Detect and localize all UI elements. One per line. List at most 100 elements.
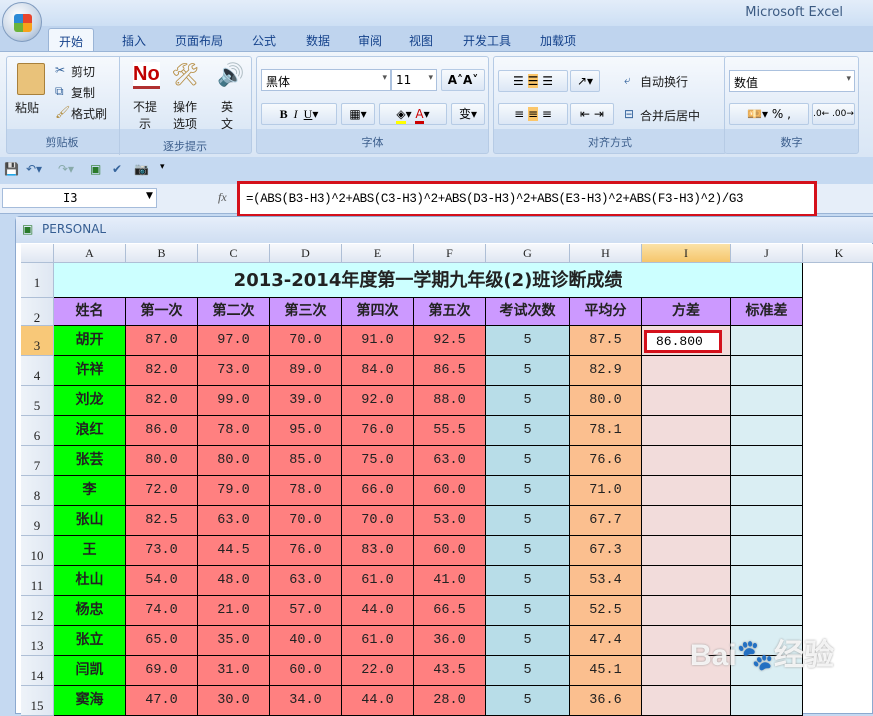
save-icon[interactable]: 💾 (4, 162, 19, 176)
name-box-dropdown-icon[interactable]: ▼ (146, 191, 153, 201)
table-cell[interactable]: 91.0 (342, 326, 414, 356)
table-cell[interactable]: 5 (486, 356, 570, 386)
student-name-cell[interactable]: 窦海 (54, 686, 126, 716)
row-header-14[interactable]: 14 (21, 656, 54, 686)
column-title-cell[interactable]: 方差 (642, 298, 731, 326)
table-cell[interactable]: 41.0 (414, 566, 486, 596)
table-cell[interactable]: 71.0 (570, 476, 642, 506)
student-name-cell[interactable]: 张芸 (54, 446, 126, 476)
table-cell[interactable]: 5 (486, 386, 570, 416)
table-cell[interactable]: 86.0 (126, 416, 198, 446)
column-title-cell[interactable]: 标准差 (731, 298, 803, 326)
table-cell[interactable]: 82.5 (126, 506, 198, 536)
horizontal-align-buttons[interactable]: ≡ ≡ ≡ (498, 103, 568, 125)
student-name-cell[interactable]: 王 (54, 536, 126, 566)
table-cell[interactable]: 44.5 (198, 536, 270, 566)
table-cell[interactable]: 87.5 (570, 326, 642, 356)
column-header-G[interactable]: G (486, 244, 570, 263)
comma-button[interactable]: , (787, 107, 791, 121)
table-cell[interactable]: 5 (486, 416, 570, 446)
undo-icon[interactable]: ↶▾ (26, 162, 43, 176)
student-name-cell[interactable]: 张立 (54, 626, 126, 656)
tab-2[interactable]: 页面布局 (175, 34, 224, 48)
table-cell[interactable]: 34.0 (270, 686, 342, 716)
student-name-cell[interactable]: 胡开 (54, 326, 126, 356)
table-cell[interactable]: 69.0 (126, 656, 198, 686)
table-cell[interactable]: 44.0 (342, 686, 414, 716)
student-name-cell[interactable]: 许祥 (54, 356, 126, 386)
table-cell[interactable]: 60.0 (270, 656, 342, 686)
row-header-8[interactable]: 8 (21, 476, 54, 506)
table-cell[interactable]: 5 (486, 446, 570, 476)
table-cell[interactable] (731, 386, 803, 416)
table-cell[interactable] (642, 566, 731, 596)
row-header-3[interactable]: 3 (21, 326, 54, 356)
table-cell[interactable] (731, 446, 803, 476)
table-cell[interactable]: 5 (486, 476, 570, 506)
office-button[interactable] (2, 2, 42, 42)
no-tip-button[interactable]: 不提 示 (133, 100, 158, 131)
spellcheck-icon[interactable]: ✔ (112, 162, 123, 176)
student-name-cell[interactable]: 李 (54, 476, 126, 506)
table-cell[interactable] (642, 596, 731, 626)
tab-0[interactable]: 开始 (48, 28, 95, 52)
table-cell[interactable] (731, 626, 803, 656)
table-cell[interactable]: 63.0 (198, 506, 270, 536)
table-cell[interactable]: 36.0 (414, 626, 486, 656)
table-cell[interactable]: 79.0 (198, 476, 270, 506)
table-cell[interactable]: 95.0 (270, 416, 342, 446)
english-button[interactable]: 英 文 (221, 100, 234, 131)
table-cell[interactable]: 48.0 (198, 566, 270, 596)
table-cell[interactable]: 60.0 (414, 536, 486, 566)
column-header-B[interactable]: B (126, 244, 198, 263)
merge-center-button[interactable]: 合并后居中 (640, 109, 701, 123)
table-cell[interactable]: 86.5 (414, 356, 486, 386)
table-cell[interactable]: 73.0 (198, 356, 270, 386)
table-cell[interactable] (731, 566, 803, 596)
table-cell[interactable]: 60.0 (414, 476, 486, 506)
table-cell[interactable]: 92.5 (414, 326, 486, 356)
table-cell[interactable] (731, 656, 803, 686)
name-box[interactable]: I3 (2, 188, 157, 208)
student-name-cell[interactable]: 浪红 (54, 416, 126, 446)
percent-button[interactable]: % (771, 107, 784, 121)
table-cell[interactable]: 85.0 (270, 446, 342, 476)
table-cell[interactable]: 82.0 (126, 356, 198, 386)
table-cell[interactable]: 82.0 (126, 386, 198, 416)
excel-icon[interactable]: ▣ (90, 162, 102, 176)
tab-7[interactable]: 开发工具 (463, 34, 512, 48)
table-cell[interactable]: 78.0 (270, 476, 342, 506)
table-cell[interactable] (642, 626, 731, 656)
bold-italic-underline[interactable]: B I U▾ (261, 103, 337, 125)
border-button[interactable]: ▦▾ (341, 103, 375, 125)
column-title-cell[interactable]: 平均分 (570, 298, 642, 326)
row-header-11[interactable]: 11 (21, 566, 54, 596)
column-header-K[interactable]: K (803, 244, 873, 263)
row-header-9[interactable]: 9 (21, 506, 54, 536)
row-header-12[interactable]: 12 (21, 596, 54, 626)
decimal-buttons[interactable]: .0← .00→ (812, 103, 855, 125)
table-cell[interactable]: 73.0 (126, 536, 198, 566)
table-cell[interactable]: 43.5 (414, 656, 486, 686)
tab-8[interactable]: 加载项 (540, 34, 577, 48)
column-header-J[interactable]: J (731, 244, 803, 263)
table-cell[interactable]: 82.9 (570, 356, 642, 386)
table-cell[interactable] (731, 596, 803, 626)
tab-4[interactable]: 数据 (306, 34, 331, 48)
student-name-cell[interactable]: 闫凯 (54, 656, 126, 686)
table-cell[interactable] (642, 446, 731, 476)
orientation-button[interactable]: ↗▾ (570, 70, 600, 92)
table-cell[interactable]: 45.1 (570, 656, 642, 686)
table-cell[interactable]: 47.4 (570, 626, 642, 656)
table-cell[interactable]: 35.0 (198, 626, 270, 656)
table-cell[interactable] (731, 686, 803, 716)
table-cell[interactable]: 78.0 (198, 416, 270, 446)
select-all-button[interactable] (21, 244, 54, 263)
table-cell[interactable] (642, 356, 731, 386)
font-size-combo[interactable]: 11 (391, 69, 437, 91)
student-name-cell[interactable]: 刘龙 (54, 386, 126, 416)
table-cell[interactable]: 39.0 (270, 386, 342, 416)
table-cell[interactable]: 83.0 (342, 536, 414, 566)
table-cell[interactable]: 75.0 (342, 446, 414, 476)
column-header-E[interactable]: E (342, 244, 414, 263)
